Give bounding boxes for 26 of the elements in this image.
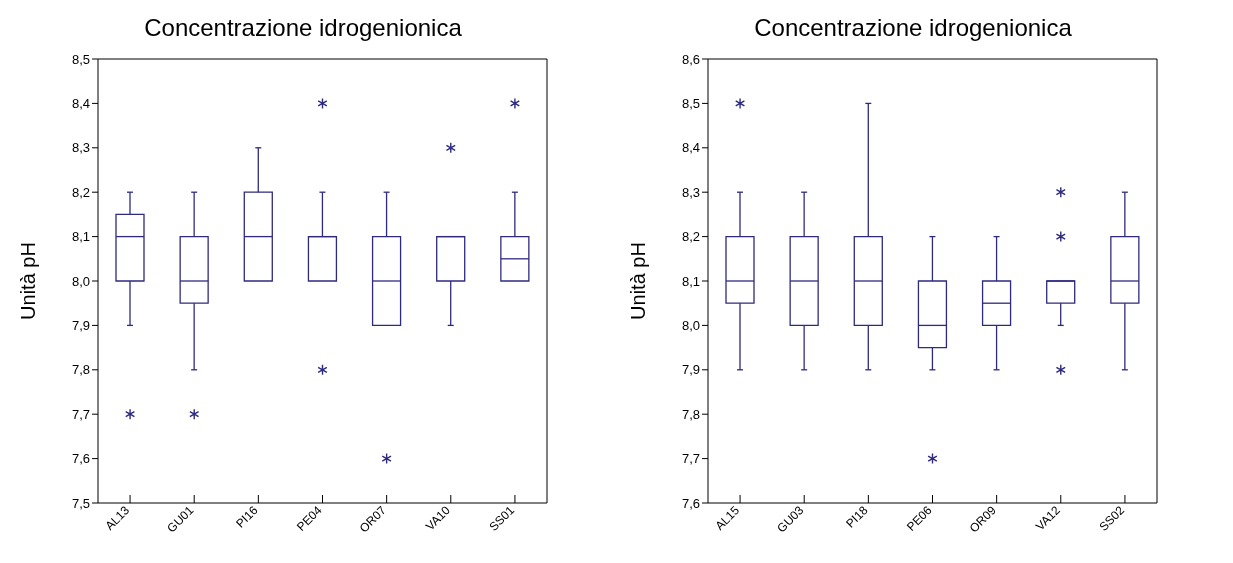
y-axis-title: Unità pH [627, 242, 650, 320]
y-tick-label: 8,4 [71, 96, 90, 112]
y-tick-label: 7,8 [71, 362, 90, 378]
y-tick-label: 8,0 [681, 318, 700, 334]
y-tick-label: 7,6 [71, 451, 90, 467]
y-tick-label: 8,5 [71, 51, 90, 67]
y-tick-label: 8,1 [681, 273, 700, 289]
y-tick-label: 7,9 [71, 318, 90, 334]
y-tick-label: 8,2 [71, 184, 90, 200]
y-tick-label: 8,4 [681, 140, 700, 156]
y-tick-label: 8,5 [681, 96, 700, 112]
y-tick-label: 7,9 [681, 362, 700, 378]
chart-title: Concentrazione idrogenionica [143, 14, 463, 42]
y-tick-label: 7,8 [681, 406, 700, 422]
y-tick-label: 8,2 [681, 229, 700, 245]
y-tick-label: 7,5 [71, 495, 90, 511]
chart-title: Concentrazione idrogenionica [753, 14, 1073, 42]
y-tick-label: 7,7 [681, 451, 700, 467]
y-tick-label: 8,3 [71, 140, 90, 156]
y-tick-label: 7,6 [681, 495, 700, 511]
y-tick-label: 8,6 [681, 51, 700, 67]
y-tick-label: 8,3 [681, 184, 700, 200]
y-axis-title: Unità pH [17, 242, 40, 320]
y-tick-label: 7,7 [71, 406, 90, 422]
y-tick-label: 8,1 [71, 229, 90, 245]
y-tick-label: 8,0 [71, 273, 90, 289]
